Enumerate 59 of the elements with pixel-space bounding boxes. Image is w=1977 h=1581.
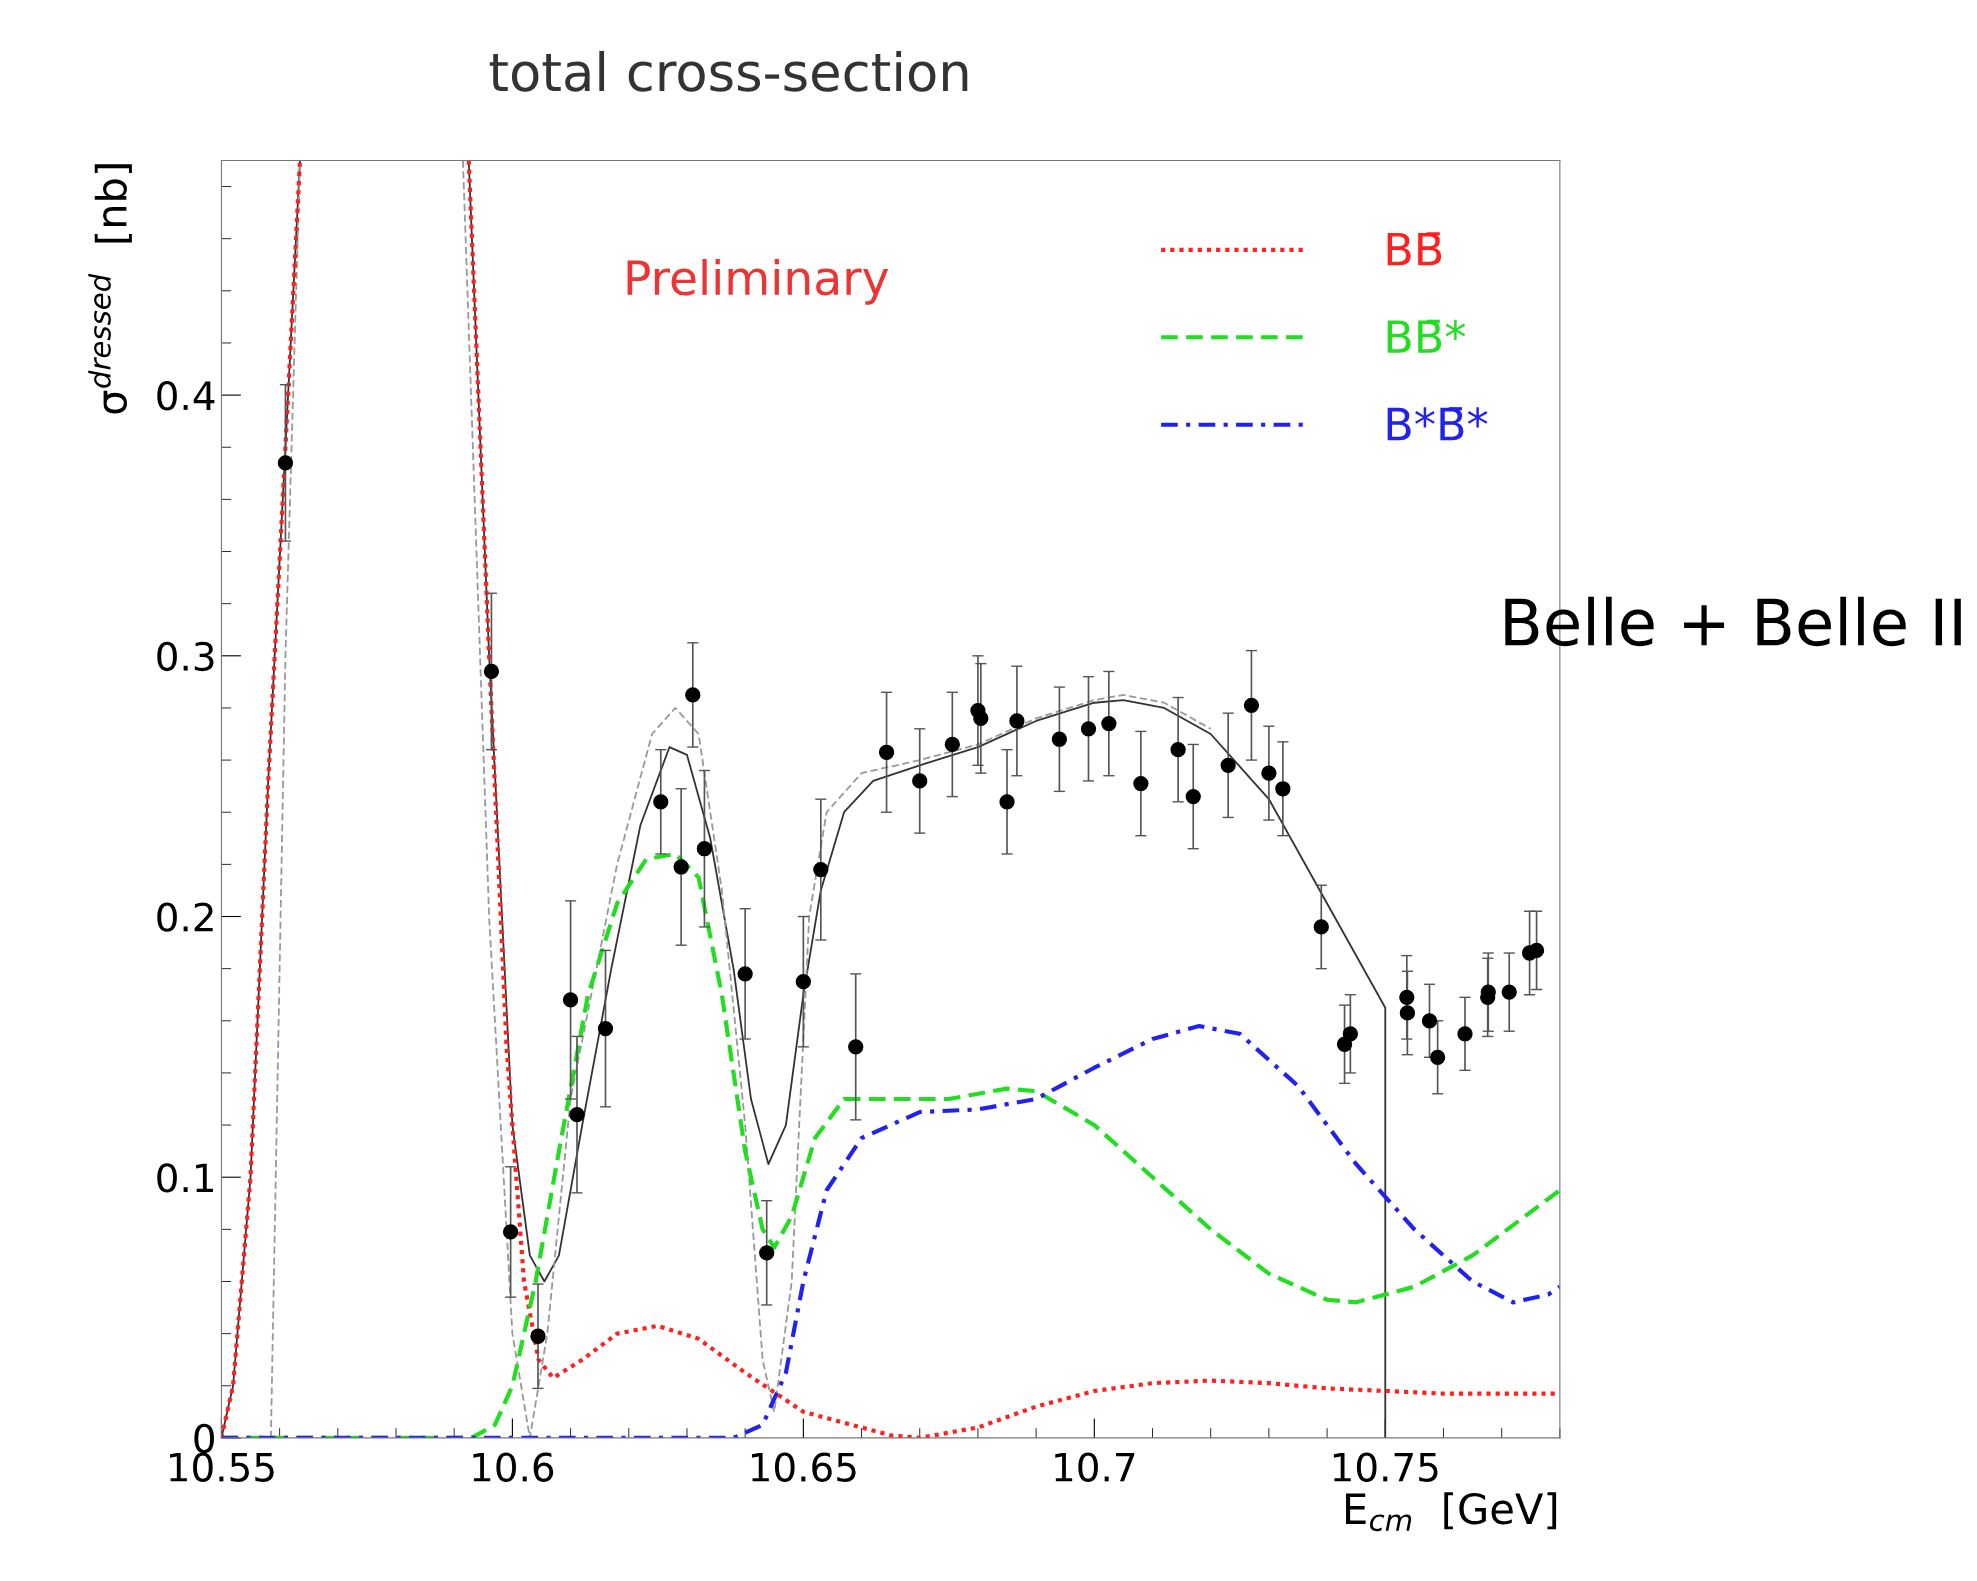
annotation: Preliminary: [627, 258, 889, 305]
point: [737, 966, 753, 982]
point: [1399, 989, 1415, 1005]
legend-label: BB̄: [1387, 232, 1442, 266]
point: [696, 841, 713, 857]
point: [813, 861, 829, 878]
point: [1009, 713, 1025, 729]
point: [1261, 765, 1277, 781]
point: [1430, 1049, 1446, 1065]
point: [1313, 919, 1329, 935]
point: [685, 687, 701, 703]
legend-label: B*B̄*: [1387, 407, 1488, 441]
point: [569, 1107, 585, 1123]
point: [848, 1039, 864, 1055]
point: [597, 1020, 614, 1037]
point: [1080, 721, 1097, 737]
point: [1220, 757, 1236, 773]
y-axis-title: σ$^{dressed}$ [nb]: [88, 164, 132, 414]
point: [1528, 942, 1545, 959]
chart-title: total cross-section: [489, 50, 968, 92]
point: [1501, 984, 1517, 1000]
legend-label: BB̄*: [1387, 319, 1466, 353]
y-tick-label: 0.2: [157, 902, 213, 932]
point: [973, 710, 989, 727]
point: [878, 744, 895, 760]
x-tick-label: 10.6: [473, 1452, 554, 1482]
point: [653, 794, 669, 810]
point: [1133, 775, 1149, 792]
point: [1101, 715, 1117, 732]
annotation: Belle + Belle II: [1505, 596, 1961, 647]
x-tick-label: 10.7: [1055, 1452, 1135, 1482]
point: [759, 1245, 775, 1261]
point: [483, 663, 500, 680]
point: [999, 794, 1015, 810]
point: [1185, 788, 1201, 805]
point: [1399, 1005, 1416, 1021]
x-tick-label: 10.75: [1333, 1452, 1438, 1482]
point: [1051, 731, 1068, 747]
y-tick-label: 0: [194, 1423, 214, 1454]
point: [1243, 697, 1260, 713]
point: [503, 1224, 519, 1240]
point: [944, 736, 960, 753]
point: [1421, 1013, 1438, 1029]
point: [795, 974, 811, 990]
point: [912, 773, 928, 789]
x-tick-label: 10.55: [170, 1452, 274, 1482]
y-tick-label: 0.3: [157, 641, 214, 672]
x-tick-label: 10.65: [751, 1452, 856, 1482]
y-tick-label: 0.1: [157, 1163, 213, 1193]
point: [1457, 1026, 1473, 1042]
y-tick-label: 0.4: [157, 381, 215, 411]
point: [562, 992, 579, 1008]
point: [1342, 1026, 1358, 1042]
point: [1170, 742, 1186, 758]
point: [673, 859, 689, 875]
point: [277, 455, 294, 471]
point: [1275, 781, 1291, 797]
point: [530, 1328, 546, 1344]
x-axis-title: E$_{cm}$ [GeV]: [1346, 1492, 1557, 1532]
